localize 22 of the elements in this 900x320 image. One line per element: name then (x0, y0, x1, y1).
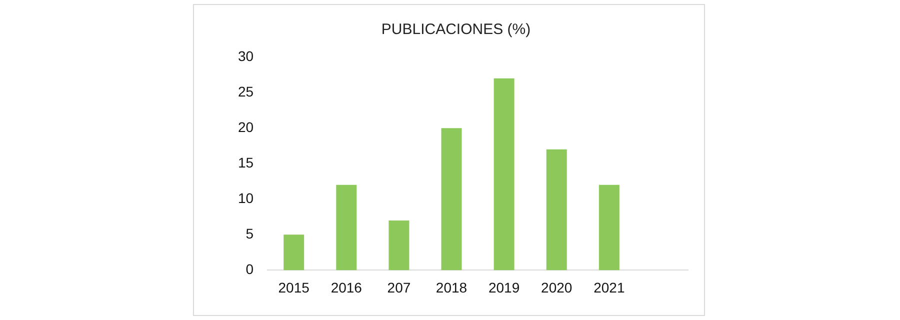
chart-title: PUBLICACIONES (%) (381, 21, 531, 38)
x-tick-label: 2021 (594, 279, 625, 296)
bar (598, 184, 620, 270)
y-tick-label: 30 (238, 48, 254, 64)
bar (546, 149, 567, 270)
bar (284, 234, 304, 270)
y-tick-label: 5 (246, 226, 254, 242)
x-tick-label: 2018 (436, 279, 468, 296)
bar (494, 78, 514, 270)
x-tick-label: 2019 (488, 279, 520, 296)
bar (388, 220, 410, 270)
y-tick-label: 25 (238, 83, 254, 100)
x-tick-label: 2016 (330, 279, 362, 296)
bar (336, 184, 357, 270)
x-tick-label: 2020 (541, 279, 572, 296)
y-tick-label: 15 (238, 154, 254, 170)
y-tick-label: 20 (238, 118, 254, 135)
bar (441, 128, 462, 270)
y-tick-label: 0 (246, 261, 254, 278)
x-tick-label: 207 (387, 279, 411, 296)
y-tick-label: 10 (238, 190, 254, 206)
x-tick-label: 2015 (278, 279, 310, 296)
